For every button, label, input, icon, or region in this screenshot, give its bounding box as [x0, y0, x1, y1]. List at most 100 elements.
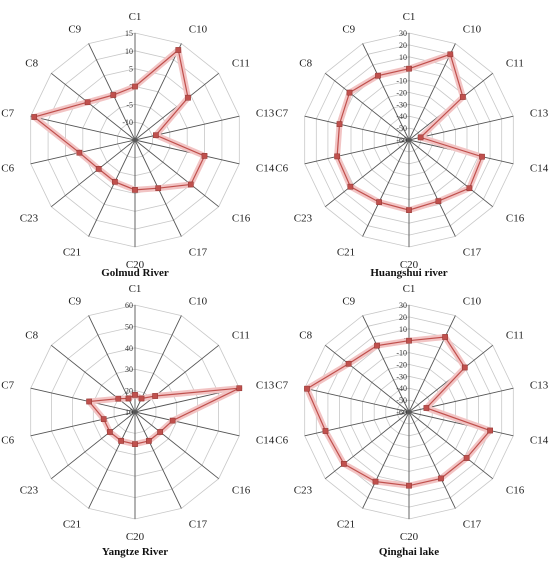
category-label-C21: C21 — [337, 519, 355, 531]
data-point-C21 — [376, 199, 382, 205]
tick-label: 10 — [125, 408, 133, 417]
tick-label: -50 — [396, 124, 407, 133]
category-label-C17: C17 — [463, 519, 482, 531]
spoke-C23 — [51, 139, 136, 208]
category-label-C23: C23 — [20, 484, 39, 496]
data-point-C13 — [417, 134, 424, 141]
data-point-C1 — [406, 65, 412, 72]
data-point-C20 — [406, 482, 412, 489]
category-label-C13: C13 — [256, 107, 275, 119]
spoke-C6 — [304, 139, 410, 165]
data-point-C16 — [466, 185, 473, 192]
data-point-C11 — [185, 94, 191, 101]
data-point-C16 — [187, 181, 194, 188]
category-label-C16: C16 — [506, 484, 525, 496]
category-label-C8: C8 — [25, 330, 38, 342]
data-point-C21 — [372, 478, 379, 485]
data-point-C17 — [438, 475, 444, 482]
category-label-C17: C17 — [189, 519, 208, 531]
spoke-C7 — [304, 387, 410, 413]
category-label-C6: C6 — [1, 435, 14, 447]
category-label-C16: C16 — [506, 212, 525, 224]
tick-label: -60 — [396, 136, 407, 145]
tick-label: 30 — [125, 365, 133, 374]
panel-title: Golmud River — [101, 267, 169, 279]
tick-label: -40 — [396, 384, 407, 393]
data-point-C13 — [236, 385, 243, 392]
category-label-C14: C14 — [530, 435, 549, 447]
spoke-C16 — [408, 139, 493, 208]
series-band — [334, 51, 485, 214]
data-point-C11 — [460, 94, 466, 100]
data-point-C13 — [423, 405, 430, 411]
spoke-C9 — [88, 43, 136, 141]
tick-label: 50 — [125, 322, 133, 331]
radar-panel-0: -10-5051015C1C10C11C13C14C16C17C20C21C23… — [1, 11, 274, 279]
data-point-C14 — [487, 427, 493, 434]
tick-label: -30 — [396, 372, 407, 381]
data-point-C16 — [157, 429, 163, 435]
tick-label: -20 — [396, 88, 407, 97]
category-label-C23: C23 — [294, 212, 313, 224]
tick-label: 20 — [399, 313, 407, 322]
spoke-C14 — [408, 411, 514, 437]
data-point-C20 — [132, 187, 138, 193]
data-point-C13 — [153, 132, 159, 139]
category-label-C13: C13 — [256, 379, 275, 391]
data-point-C20 — [132, 441, 138, 447]
category-label-C7: C7 — [275, 107, 288, 119]
spoke-C16 — [134, 411, 219, 480]
data-point-C20 — [406, 207, 412, 213]
category-label-C7: C7 — [1, 379, 14, 391]
category-label-C1: C1 — [129, 11, 142, 23]
data-point-C7 — [31, 114, 38, 120]
data-point-C23 — [107, 429, 113, 435]
data-point-C9 — [375, 72, 381, 79]
tick-label: -30 — [396, 100, 407, 109]
category-label-C7: C7 — [1, 107, 14, 119]
data-point-C8 — [345, 360, 352, 367]
tick-label: 5 — [129, 65, 133, 74]
category-label-C14: C14 — [256, 163, 275, 175]
data-point-C6 — [100, 416, 107, 422]
category-label-C23: C23 — [20, 212, 39, 224]
data-point-C8 — [115, 395, 122, 402]
category-label-C1: C1 — [403, 11, 416, 23]
tick-label: 15 — [125, 29, 133, 38]
spoke-C17 — [408, 139, 456, 237]
spoke-C7 — [30, 387, 136, 413]
tick-label: -40 — [396, 112, 407, 121]
category-label-C21: C21 — [63, 519, 81, 531]
category-label-C10: C10 — [463, 295, 482, 307]
category-label-C8: C8 — [299, 330, 312, 342]
spoke-C6 — [30, 411, 136, 437]
tick-label: 30 — [399, 301, 407, 310]
data-point-C14 — [201, 153, 208, 159]
data-point-C23 — [341, 461, 347, 467]
category-label-C8: C8 — [25, 58, 38, 70]
category-label-C9: C9 — [342, 23, 355, 35]
spoke-C17 — [408, 411, 456, 509]
data-point-C10 — [175, 47, 182, 53]
spoke-C13 — [134, 115, 240, 141]
spoke-C8 — [51, 72, 136, 141]
spoke-C16 — [134, 139, 219, 208]
spoke-C10 — [134, 43, 182, 141]
data-point-C1 — [406, 337, 412, 344]
panel-title: Huangshui river — [370, 267, 447, 279]
data-point-C21 — [118, 438, 124, 444]
category-label-C21: C21 — [337, 247, 355, 259]
category-label-C13: C13 — [530, 379, 549, 391]
data-point-C7 — [336, 121, 343, 127]
tick-label: -10 — [396, 77, 407, 86]
data-point-C6 — [334, 153, 340, 160]
tick-label: -20 — [396, 360, 407, 369]
category-label-C9: C9 — [68, 23, 81, 35]
data-point-C21 — [112, 178, 118, 185]
spoke-C21 — [88, 411, 136, 509]
tick-label: 10 — [399, 325, 407, 334]
category-label-C17: C17 — [189, 247, 208, 259]
data-point-C10 — [447, 51, 454, 58]
category-label-C11: C11 — [232, 330, 250, 342]
data-point-C9 — [374, 342, 380, 349]
